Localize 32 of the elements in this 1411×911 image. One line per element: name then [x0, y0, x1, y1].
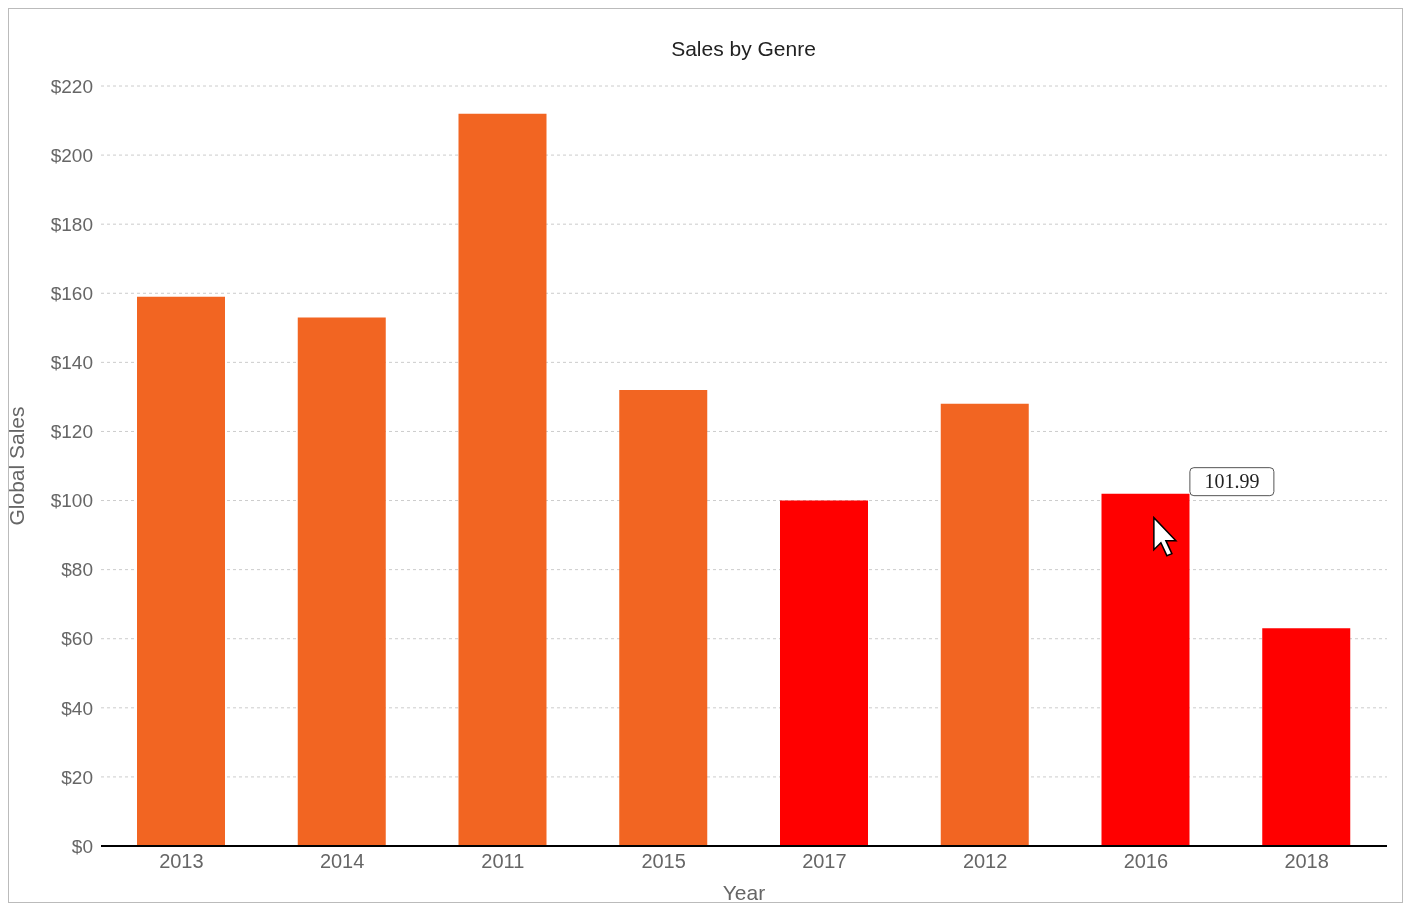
x-tick-label: 2012 — [962, 850, 1008, 873]
bar — [297, 317, 386, 846]
bar — [940, 403, 1029, 846]
x-tick-label: 2011 — [481, 850, 525, 873]
y-tick-label: $160 — [50, 283, 93, 305]
y-tick-label: $120 — [50, 421, 93, 443]
y-tick-label: $80 — [61, 559, 93, 581]
y-tick-label: $200 — [50, 144, 93, 166]
bar — [1262, 628, 1351, 846]
y-tick-label: $60 — [61, 628, 93, 650]
y-tick-label: $40 — [61, 697, 93, 719]
y-tick-label: $140 — [50, 352, 93, 374]
x-tick-label: 2014 — [319, 850, 365, 873]
bar — [458, 113, 547, 846]
bar — [137, 296, 225, 846]
y-tick-label: $100 — [50, 490, 93, 512]
annotation: 101.99 — [1204, 469, 1260, 492]
bar — [1101, 493, 1190, 846]
y-tick-label: $20 — [61, 766, 93, 788]
x-tick-label: 2017 — [802, 850, 847, 873]
x-tick-label: 2013 — [159, 850, 204, 873]
x-tick-label: 2016 — [1123, 850, 1169, 873]
x-tick-label: 2018 — [1284, 850, 1329, 873]
y-tick-label: $180 — [50, 213, 93, 235]
y-tick-label: $0 — [71, 835, 93, 857]
bar — [780, 500, 868, 846]
chart-title: Sales by Genre — [670, 37, 817, 61]
y-tick-label: $220 — [50, 75, 93, 97]
x-tick-label: 2015 — [641, 850, 686, 873]
y-axis-title: Global Sales — [5, 406, 29, 526]
x-axis-title: Year — [722, 881, 766, 904]
bar — [619, 390, 708, 846]
